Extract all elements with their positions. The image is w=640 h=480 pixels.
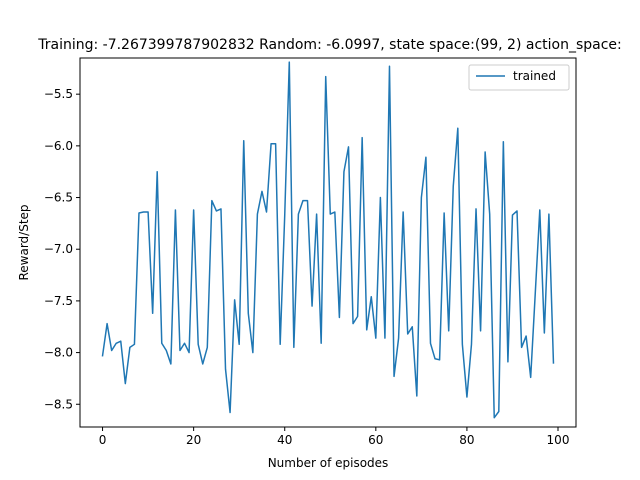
- x-tick-label-80: 80: [459, 433, 474, 447]
- x-tick-label-40: 40: [277, 433, 292, 447]
- x-tick-label-60: 60: [368, 433, 383, 447]
- y-tick-label-4: −6.5: [44, 191, 73, 205]
- x-tick-label-100: 100: [547, 433, 570, 447]
- axes-frame: [79, 57, 577, 428]
- y-tick-label-1: −8.0: [44, 346, 73, 360]
- y-tick-label-5: −6.0: [44, 139, 73, 153]
- axis-ticks: 0 20 40 60 80 100 −8.5 −8.0 −7.5 −7.0 −6.5 −6.0 −5.5: [44, 87, 570, 447]
- x-tick-label-0: 0: [99, 433, 107, 447]
- y-tick-label-2: −7.5: [44, 294, 73, 308]
- legend-box: [468, 64, 570, 91]
- legend-label-trained: trained: [513, 69, 556, 83]
- chart-title: Training: -7.267399787902832 Random: -6.…: [37, 37, 622, 53]
- y-axis-label: Reward/Step: [17, 204, 31, 280]
- plot-area: [101, 61, 555, 419]
- y-tick-label-3: −7.0: [44, 242, 73, 256]
- x-tick-label-20: 20: [186, 433, 201, 447]
- y-tick-label-0: −8.5: [44, 397, 73, 411]
- legend: trained: [468, 64, 570, 91]
- x-axis-label: Number of episodes: [268, 456, 389, 470]
- y-tick-label-6: −5.5: [44, 87, 73, 101]
- series-line-trained: [101, 61, 555, 419]
